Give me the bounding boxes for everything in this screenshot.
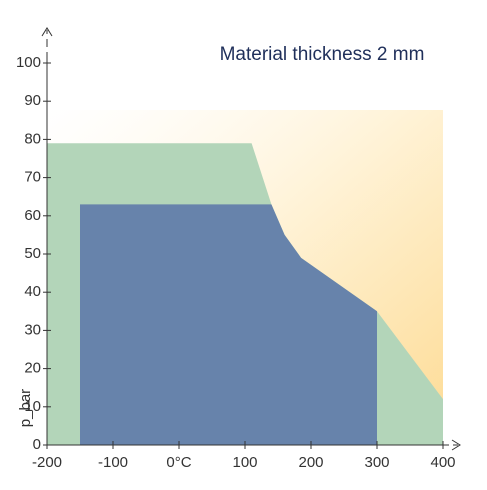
area [80, 204, 377, 445]
x-tick-label: 400 [430, 454, 455, 471]
y-tick-label: 40 [24, 283, 41, 300]
x-axis-arrow [451, 439, 461, 451]
chart-title: Material thickness 2 mm [220, 44, 425, 65]
y-axis-arrow [41, 27, 53, 37]
y-tick-label: 20 [24, 360, 41, 377]
y-tick-label: 60 [24, 207, 41, 224]
y-tick-label: 30 [24, 321, 41, 338]
x-tick-label: 0°C [166, 454, 191, 471]
y-tick-label: 100 [16, 54, 41, 71]
x-tick-label: -200 [32, 454, 62, 471]
x-tick-label: 100 [232, 454, 257, 471]
y-tick-label: 0 [33, 436, 41, 453]
y-tick-label: 10 [24, 398, 41, 415]
y-tick-label: 80 [24, 130, 41, 147]
y-tick-label: 90 [24, 92, 41, 109]
y-tick-label: 50 [24, 245, 41, 262]
y-tick-label: 70 [24, 169, 41, 186]
y-axis-label: p_bar [17, 389, 34, 427]
x-tick-label: 300 [364, 454, 389, 471]
x-tick-label: 200 [298, 454, 323, 471]
x-tick-label: -100 [98, 454, 128, 471]
